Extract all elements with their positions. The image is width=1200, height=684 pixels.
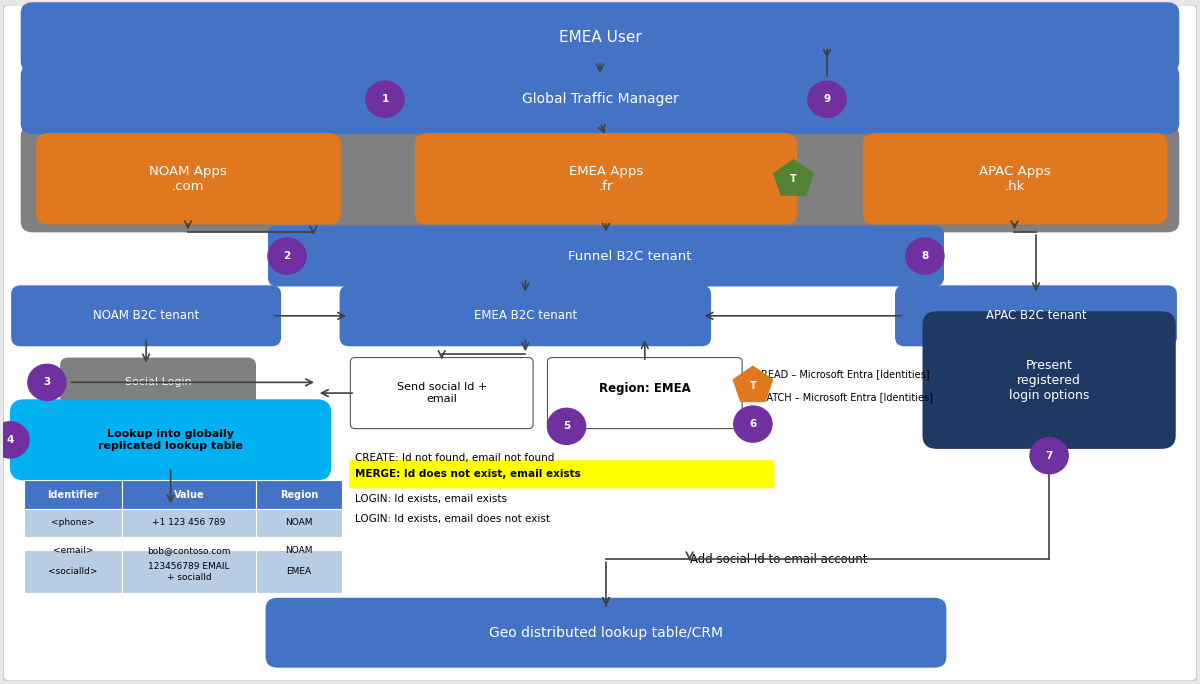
Text: Global Traffic Manager: Global Traffic Manager (522, 92, 678, 106)
FancyBboxPatch shape (268, 226, 944, 287)
Text: 123456789 EMAIL
+ socialId: 123456789 EMAIL + socialId (149, 562, 230, 581)
FancyBboxPatch shape (547, 358, 742, 429)
Text: Value: Value (174, 490, 204, 499)
Bar (24, 537, 122, 565)
Circle shape (268, 238, 306, 274)
Bar (122, 480, 256, 509)
Text: NOAM B2C tenant: NOAM B2C tenant (92, 309, 199, 322)
Text: 4: 4 (6, 435, 13, 445)
Polygon shape (732, 365, 773, 402)
Bar (122, 537, 256, 565)
Text: Region: Region (280, 490, 318, 499)
Text: LOGIN: Id exists, email does not exist: LOGIN: Id exists, email does not exist (355, 514, 550, 524)
Text: PATCH – Microsoft Entra [Identities]: PATCH – Microsoft Entra [Identities] (761, 392, 934, 402)
Text: APAC Apps
.hk: APAC Apps .hk (979, 165, 1050, 193)
Text: EMEA Apps
.fr: EMEA Apps .fr (569, 165, 643, 193)
FancyBboxPatch shape (340, 285, 712, 346)
Bar (256, 480, 342, 509)
FancyBboxPatch shape (20, 64, 1180, 134)
Text: Region: EMEA: Region: EMEA (599, 382, 691, 395)
Circle shape (733, 406, 772, 442)
Text: Send social Id +
email: Send social Id + email (397, 382, 487, 404)
Text: Present
registered
login options: Present registered login options (1009, 358, 1090, 402)
FancyBboxPatch shape (20, 125, 1180, 233)
Text: Geo distributed lookup table/CRM: Geo distributed lookup table/CRM (488, 626, 722, 640)
FancyBboxPatch shape (349, 460, 774, 488)
Text: <email>: <email> (53, 547, 94, 555)
Text: Identifier: Identifier (48, 490, 98, 499)
Text: MERGE: Id does not exist, email exists: MERGE: Id does not exist, email exists (355, 469, 581, 479)
Text: 5: 5 (563, 421, 570, 432)
Circle shape (808, 81, 846, 118)
FancyBboxPatch shape (923, 311, 1176, 449)
Text: 9: 9 (823, 94, 830, 104)
Text: <socialId>: <socialId> (48, 567, 98, 577)
Bar (122, 509, 256, 537)
Text: T: T (790, 174, 797, 185)
Text: Funnel B2C tenant: Funnel B2C tenant (568, 250, 691, 263)
Circle shape (0, 422, 29, 458)
Bar (256, 537, 342, 565)
Bar (122, 551, 256, 593)
Text: Social Login: Social Login (125, 378, 192, 387)
Text: EMEA User: EMEA User (559, 29, 641, 44)
Circle shape (547, 408, 586, 445)
Text: 8: 8 (922, 251, 929, 261)
FancyBboxPatch shape (20, 2, 1180, 73)
Text: +1 123 456 789: +1 123 456 789 (152, 518, 226, 527)
Text: 2: 2 (283, 251, 290, 261)
FancyBboxPatch shape (265, 598, 947, 668)
Text: 6: 6 (749, 419, 756, 429)
Text: NOAM Apps
.com: NOAM Apps .com (149, 165, 227, 193)
FancyBboxPatch shape (11, 285, 281, 346)
Text: READ – Microsoft Entra [Identities]: READ – Microsoft Entra [Identities] (761, 369, 930, 380)
Text: Add social Id to email account: Add social Id to email account (690, 553, 868, 566)
Text: bob@contoso.com: bob@contoso.com (148, 547, 230, 555)
Circle shape (906, 238, 944, 274)
Text: 1: 1 (382, 94, 389, 104)
FancyBboxPatch shape (10, 399, 331, 480)
FancyBboxPatch shape (895, 285, 1177, 346)
FancyBboxPatch shape (415, 133, 797, 224)
Circle shape (366, 81, 404, 118)
Bar (24, 551, 122, 593)
FancyBboxPatch shape (350, 358, 533, 429)
Text: NOAM: NOAM (286, 518, 313, 527)
Text: LOGIN: Id exists, email exists: LOGIN: Id exists, email exists (355, 494, 508, 503)
FancyBboxPatch shape (2, 5, 1198, 681)
Bar (256, 551, 342, 593)
Bar (24, 509, 122, 537)
FancyBboxPatch shape (60, 358, 256, 407)
Text: APAC B2C tenant: APAC B2C tenant (985, 309, 1086, 322)
Text: T: T (750, 381, 756, 391)
FancyBboxPatch shape (863, 133, 1168, 224)
Bar (256, 509, 342, 537)
Circle shape (1030, 438, 1068, 474)
Polygon shape (773, 159, 814, 196)
Text: 3: 3 (43, 378, 50, 387)
Text: CREATE: Id not found, email not found: CREATE: Id not found, email not found (355, 453, 554, 463)
Circle shape (28, 365, 66, 400)
Text: 7: 7 (1045, 451, 1052, 460)
Bar (24, 480, 122, 509)
Text: Lookup into globally
replicated lookup table: Lookup into globally replicated lookup t… (98, 429, 244, 451)
FancyBboxPatch shape (36, 133, 341, 224)
Text: NOAM: NOAM (286, 547, 313, 555)
Text: EMEA: EMEA (287, 567, 312, 577)
Text: <phone>: <phone> (52, 518, 95, 527)
Text: EMEA B2C tenant: EMEA B2C tenant (474, 309, 577, 322)
